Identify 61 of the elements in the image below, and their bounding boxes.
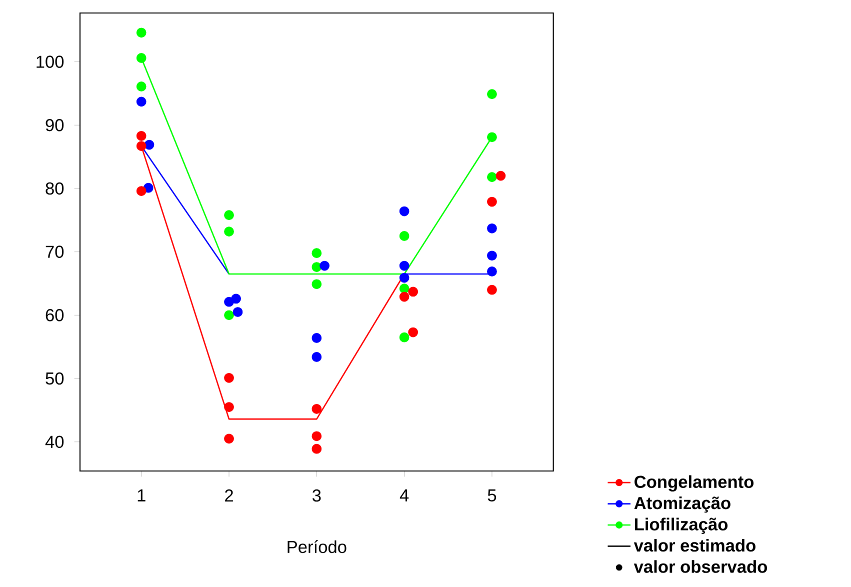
point <box>399 292 410 302</box>
point <box>399 206 410 216</box>
legend-label: Congelamento <box>634 475 754 492</box>
point <box>312 352 322 362</box>
legend-label: Atomização <box>634 496 730 513</box>
x-tick-label: 4 <box>400 489 409 502</box>
legend-label: valor estimado <box>634 538 756 552</box>
legend-label: Liofilização <box>634 518 728 534</box>
point <box>487 266 497 276</box>
point <box>496 170 506 181</box>
point <box>312 431 322 442</box>
point <box>487 89 497 100</box>
point <box>487 284 497 295</box>
point <box>224 310 234 320</box>
point <box>312 444 322 454</box>
x-tick-label: 2 <box>225 489 233 502</box>
point <box>312 248 322 258</box>
x-tick-label: 3 <box>312 489 321 502</box>
point <box>487 132 497 142</box>
point <box>136 28 146 38</box>
point <box>136 96 146 107</box>
y-tick-label: 60 <box>46 309 64 322</box>
point <box>144 140 154 150</box>
point <box>224 210 234 220</box>
point <box>231 294 241 304</box>
point <box>232 307 243 317</box>
point <box>408 327 418 338</box>
x-axis-title: Período <box>288 540 346 554</box>
point <box>312 279 322 290</box>
point <box>224 226 234 236</box>
x-tick-label: 1 <box>138 489 146 502</box>
y-tick-label: 80 <box>46 182 64 195</box>
point <box>136 141 146 151</box>
y-tick-label: 100 <box>36 56 64 68</box>
legend-label: valor observado <box>634 560 768 573</box>
point <box>399 231 410 241</box>
point <box>487 223 497 234</box>
point <box>408 286 418 297</box>
y-tick-label: 40 <box>45 436 64 448</box>
y-tick-label: 90 <box>46 118 64 132</box>
point <box>136 53 146 63</box>
point <box>399 272 410 283</box>
point <box>487 196 497 207</box>
point <box>399 260 410 271</box>
point <box>487 172 497 182</box>
point <box>224 434 234 444</box>
point <box>399 284 410 294</box>
point <box>136 82 146 92</box>
x-tick-label: 5 <box>488 489 496 502</box>
point <box>224 372 234 383</box>
point <box>312 333 322 343</box>
point <box>320 260 330 271</box>
point <box>224 402 234 412</box>
point <box>487 250 497 261</box>
point <box>136 186 146 196</box>
y-tick-label: 50 <box>46 372 64 385</box>
point <box>399 332 410 342</box>
point <box>312 262 322 272</box>
point <box>312 404 322 414</box>
y-tick-label: 70 <box>46 246 64 258</box>
point <box>136 130 146 141</box>
